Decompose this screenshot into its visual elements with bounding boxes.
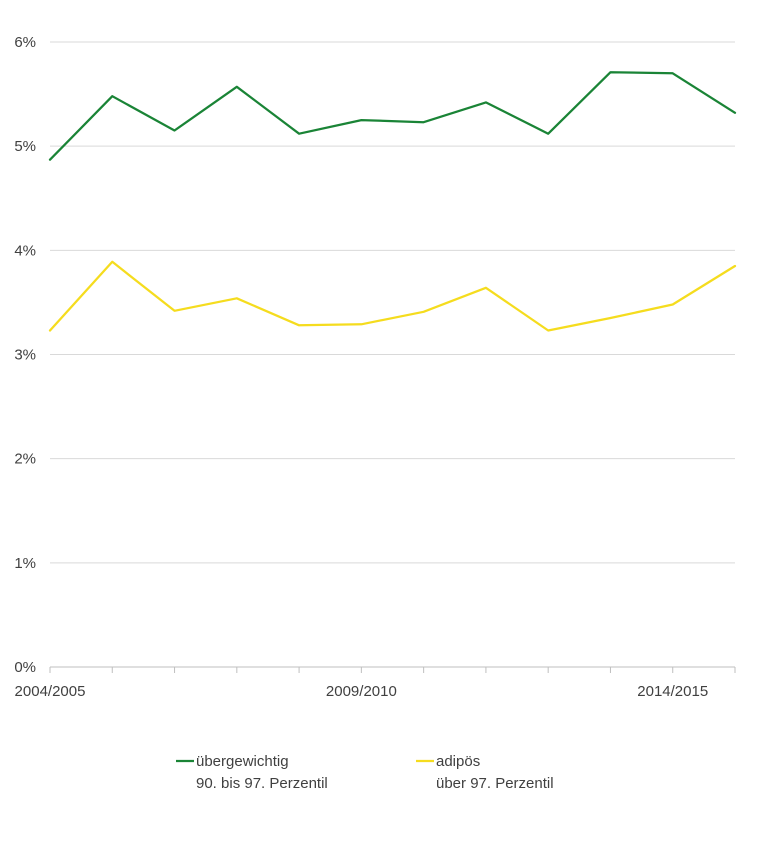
y-tick-label: 4% xyxy=(14,242,36,259)
grid-lines xyxy=(50,41,735,564)
x-tick-label: 2014/2015 xyxy=(637,683,708,700)
x-tick-label: 2004/2005 xyxy=(15,683,86,700)
y-tick-label: 1% xyxy=(14,555,36,572)
series-line-0 xyxy=(48,71,737,161)
y-tick-label: 2% xyxy=(14,451,36,468)
y-tick-labels: 0% 1% 2% 3% 4% 5% 6% xyxy=(14,34,36,676)
x-tick-labels: 2004/2005 2009/2010 2014/2015 xyxy=(15,683,709,700)
y-tick-label: 3% xyxy=(14,347,36,364)
legend-sublabel: 90. bis 97. Perzentil xyxy=(196,775,328,792)
legend-label: adipös xyxy=(436,753,480,770)
legend: übergewichtig 90. bis 97. Perzentil adipös… xyxy=(176,753,554,792)
legend-entry-1: adipös über 97. Perzentil xyxy=(416,753,554,792)
x-axis xyxy=(49,666,736,673)
legend-label: übergewichtig xyxy=(196,753,289,770)
legend-sublabel: über 97. Perzentil xyxy=(436,775,554,792)
y-tick-label: 6% xyxy=(14,34,36,51)
y-tick-label: 0% xyxy=(14,659,36,676)
series-lines xyxy=(48,71,737,332)
series-line-1 xyxy=(48,260,737,332)
y-tick-label: 5% xyxy=(14,138,36,155)
x-tick-label: 2009/2010 xyxy=(326,683,397,700)
legend-entry-0: übergewichtig 90. bis 97. Perzentil xyxy=(176,753,328,792)
